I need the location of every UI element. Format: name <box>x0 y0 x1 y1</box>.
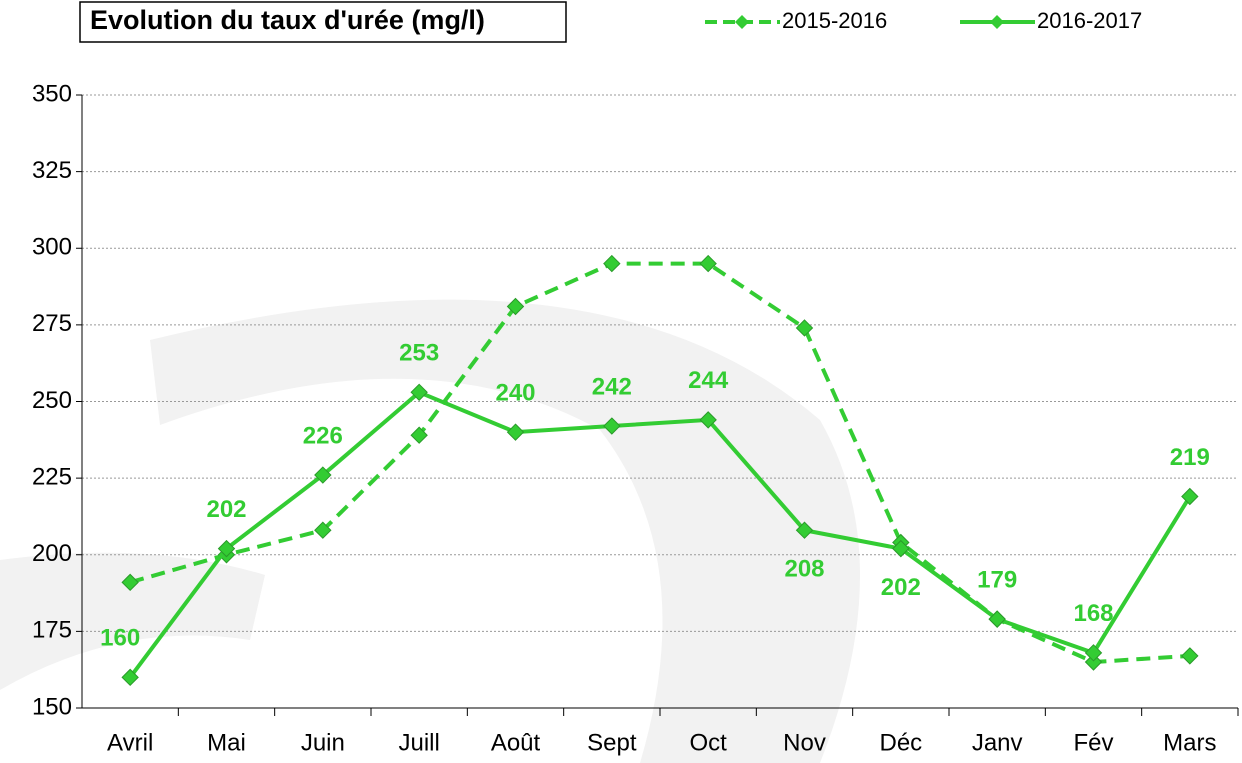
marker <box>699 254 717 273</box>
series-line <box>128 389 1192 679</box>
chart-title: Evolution du taux d'urée (mg/l) <box>90 5 485 35</box>
data-label: 208 <box>784 556 824 583</box>
y-tick-label: 175 <box>32 617 72 644</box>
marker <box>1084 653 1103 671</box>
x-tick-label: Nov <box>783 729 826 756</box>
x-tick-label: Oct <box>689 729 727 756</box>
marker <box>1181 647 1199 665</box>
marker <box>1181 487 1199 506</box>
x-tick-label: Fév <box>1073 729 1113 756</box>
title-box <box>79 1 567 43</box>
x-tick-label: Juin <box>301 729 345 756</box>
marker <box>410 426 428 444</box>
y-tick-label: 325 <box>32 157 72 184</box>
y-tick-label: 200 <box>32 540 72 567</box>
y-tick-label: 350 <box>32 80 72 107</box>
marker <box>121 668 139 687</box>
marker <box>988 610 1006 628</box>
data-label: 244 <box>688 367 729 394</box>
x-tick-label: Sept <box>587 729 637 756</box>
x-tick-label: Mars <box>1163 729 1216 756</box>
x-tick-label: Mai <box>207 729 246 756</box>
x-tick-label: Juill <box>398 729 439 756</box>
data-label: 202 <box>206 496 246 523</box>
y-tick-label: 300 <box>32 234 72 261</box>
marker <box>603 417 621 435</box>
data-label: 179 <box>977 566 1017 593</box>
legend-marker <box>735 15 749 29</box>
marker <box>121 573 139 592</box>
marker <box>699 411 717 429</box>
x-tick-label: Déc <box>879 729 922 756</box>
marker <box>795 521 814 539</box>
marker <box>892 539 910 558</box>
marker <box>314 521 332 539</box>
data-label: 226 <box>303 422 343 449</box>
legend-label: 2016-2017 <box>1037 8 1142 33</box>
data-label: 202 <box>881 574 921 601</box>
marker <box>506 423 525 441</box>
legend-marker <box>990 15 1004 29</box>
marker <box>506 297 525 316</box>
marker <box>603 254 621 273</box>
x-tick-label: Janv <box>972 729 1023 756</box>
x-tick-label: Avril <box>107 729 153 756</box>
marker <box>217 539 236 558</box>
data-label: 253 <box>399 340 439 367</box>
background-swoosh <box>150 299 860 763</box>
marker <box>1084 644 1103 662</box>
data-label: 242 <box>592 373 632 400</box>
legend-label: 2015-2016 <box>782 8 887 33</box>
marker <box>410 383 428 402</box>
y-tick-label: 275 <box>32 310 72 337</box>
marker <box>314 466 332 484</box>
data-label: 219 <box>1170 444 1210 471</box>
marker <box>795 319 814 337</box>
data-label: 168 <box>1073 600 1113 627</box>
x-tick-label: Août <box>491 729 541 756</box>
y-tick-label: 225 <box>32 463 72 490</box>
y-tick-label: 150 <box>32 693 72 720</box>
data-label: 240 <box>495 379 535 406</box>
y-tick-label: 250 <box>32 387 72 414</box>
data-label: 160 <box>100 625 140 652</box>
